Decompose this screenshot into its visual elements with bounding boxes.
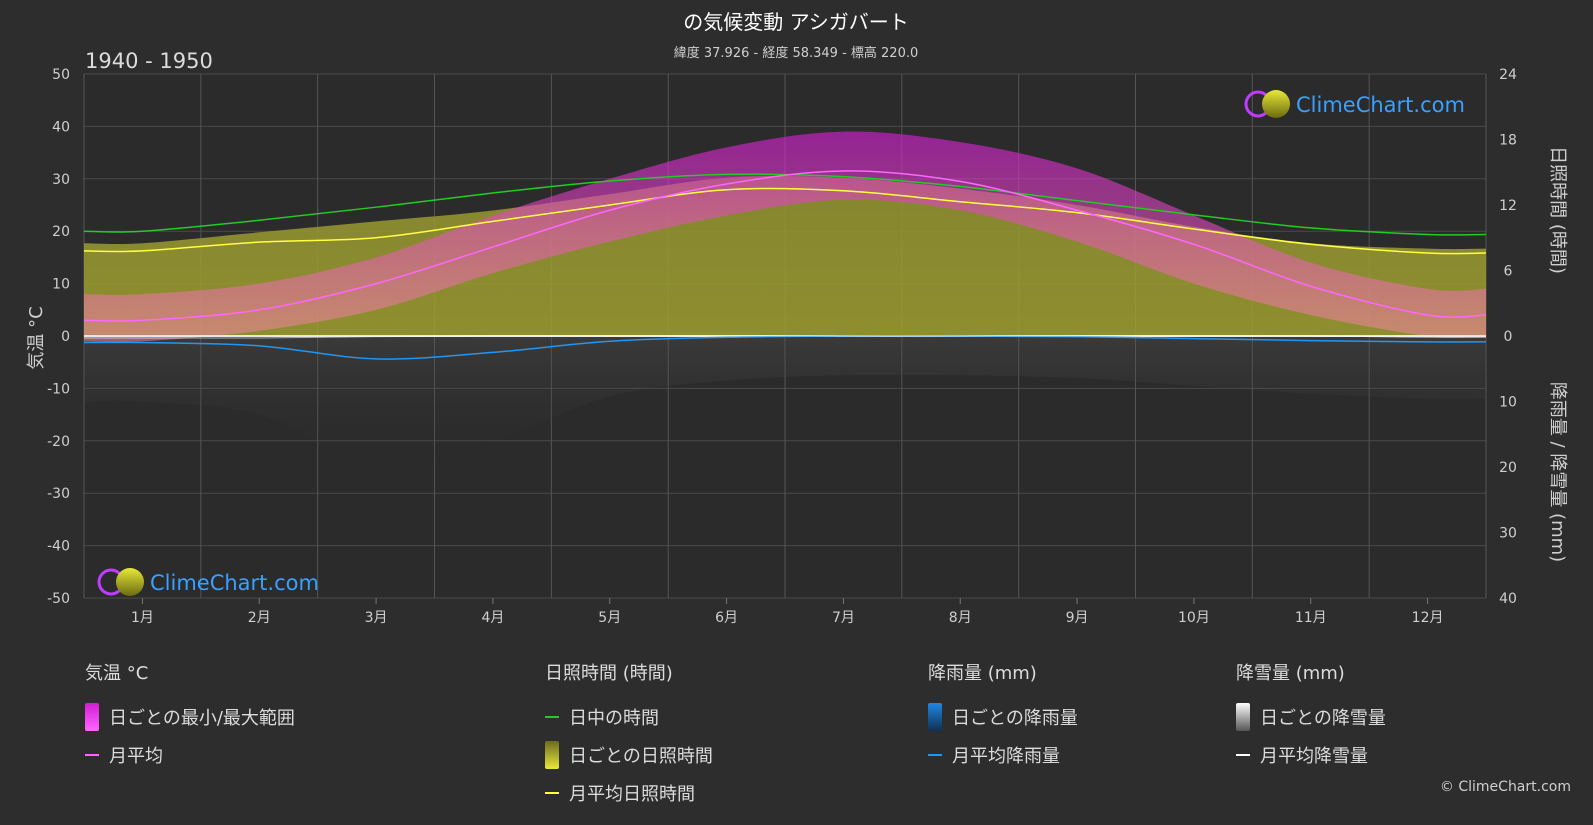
x-tick-label: 7月 <box>832 610 855 626</box>
legend-snow-header: 降雪量 (mm) <box>1236 663 1345 684</box>
brand-name-top: ClimeChart.com <box>1296 93 1465 117</box>
left-tick-label: 10 <box>52 277 70 293</box>
rain-avg-swatch <box>928 754 942 756</box>
left-tick-label: 30 <box>52 172 70 188</box>
legend-item-rain-avg: 月平均降雨量 <box>928 736 1078 774</box>
legend-item-snow-daily: 日ごとの降雪量 <box>1236 698 1386 736</box>
left-tick-label: 40 <box>52 119 70 135</box>
left-tick-label: 50 <box>52 67 70 83</box>
legend-label: 日ごとの日照時間 <box>569 746 713 767</box>
right-top-tick-label: 6 <box>1504 264 1513 280</box>
legend-item-sunshine-avg: 月平均日照時間 <box>545 774 713 812</box>
left-tick-label: -20 <box>47 434 70 450</box>
legend-rain-header: 降雨量 (mm) <box>928 663 1037 684</box>
snow-avg-swatch <box>1236 754 1250 756</box>
right-axis-top-label: 日照時間 (時間) <box>1547 146 1568 274</box>
legend-temp-header: 気温 °C <box>85 663 149 684</box>
legend-label: 日ごとの降雪量 <box>1260 708 1386 729</box>
sunshine-avg-swatch <box>545 792 559 794</box>
left-tick-label: -40 <box>47 539 70 555</box>
right-top-tick-label: 12 <box>1499 198 1517 214</box>
snow-avg-line <box>84 335 1487 339</box>
legend-item-rain-daily: 日ごとの降雨量 <box>928 698 1078 736</box>
left-tick-label: 0 <box>61 329 70 345</box>
axis-ticks: 50 40 30 20 10 0 -10 -20 -30 -40 -50 24 18 12 6 0 10 20 30… <box>47 67 1517 626</box>
snow-daily-swatch <box>1236 703 1250 731</box>
left-tick-label: -30 <box>47 486 70 502</box>
legend-temp: 気温 °C 日ごとの最小/最大範囲 月平均 <box>85 660 295 774</box>
legend-item-sunshine-daily: 日ごとの日照時間 <box>545 736 713 774</box>
right-bottom-tick-label: 40 <box>1499 591 1517 607</box>
rain-snow-daily-area <box>84 336 1486 468</box>
temp-range-swatch <box>85 703 99 731</box>
legend-label: 月平均降雨量 <box>952 746 1060 767</box>
legend-item-daylight: 日中の時間 <box>545 698 713 736</box>
right-top-tick-label: 0 <box>1504 329 1513 345</box>
period-label: 1940 - 1950 <box>85 49 213 73</box>
chart-subtitle: 緯度 37.926 - 経度 58.349 - 標高 220.0 <box>674 45 919 61</box>
x-tick-label: 3月 <box>365 610 388 626</box>
temp-avg-line <box>83 170 1487 322</box>
right-top-tick-label: 18 <box>1499 133 1517 149</box>
right-bottom-tick-label: 30 <box>1499 526 1517 542</box>
left-tick-label: 20 <box>52 224 70 240</box>
legend-label: 日ごとの最小/最大範囲 <box>109 708 295 729</box>
legend-item-snow-avg: 月平均降雪量 <box>1236 736 1386 774</box>
legend-rain: 降雨量 (mm) 日ごとの降雨量 月平均降雨量 <box>928 660 1078 774</box>
x-tick-label: 8月 <box>949 610 972 626</box>
x-tick-label: 12月 <box>1412 610 1444 626</box>
chart-marks <box>83 131 1487 468</box>
x-tick-label: 10月 <box>1178 610 1210 626</box>
legend-snow: 降雪量 (mm) 日ごとの降雪量 月平均降雪量 <box>1236 660 1386 774</box>
legend-item-temp-range: 日ごとの最小/最大範囲 <box>85 698 295 736</box>
legend: 気温 °C 日ごとの最小/最大範囲 月平均 日照時間 (時間) 日中の時間 日ご… <box>0 660 1593 810</box>
logo-sun-icon <box>1262 90 1290 118</box>
brand-name-bottom: ClimeChart.com <box>150 571 319 595</box>
x-tick-label: 5月 <box>598 610 621 626</box>
legend-label: 日中の時間 <box>569 708 659 729</box>
brand-logo-top[interactable]: ClimeChart.com <box>1244 90 1465 118</box>
x-tick-label: 6月 <box>715 610 738 626</box>
legend-item-temp-avg: 月平均 <box>85 736 295 774</box>
daylight-swatch <box>545 716 559 718</box>
rain-daily-swatch <box>928 703 942 731</box>
sunshine-avg-line <box>83 187 1487 255</box>
left-tick-label: -10 <box>47 381 70 397</box>
legend-label: 月平均降雪量 <box>1260 746 1368 767</box>
temp-avg-swatch <box>85 754 99 756</box>
logo-sun-icon <box>116 568 144 596</box>
x-tick-label: 2月 <box>248 610 271 626</box>
legend-label: 月平均 <box>109 746 163 767</box>
right-axis-bottom-label: 降雨量 / 降雪量 (mm) <box>1547 382 1568 562</box>
left-axis-label: 気温 °C <box>26 306 47 369</box>
x-tick-label: 1月 <box>131 610 154 626</box>
x-tick-label: 11月 <box>1295 610 1327 626</box>
right-top-tick-label: 24 <box>1499 67 1517 83</box>
climate-chart: の気候変動 アシガバート 緯度 37.926 - 経度 58.349 - 標高 … <box>26 10 1568 626</box>
temp-range-band <box>84 131 1486 343</box>
legend-sun: 日照時間 (時間) 日中の時間 日ごとの日照時間 月平均日照時間 <box>545 660 713 812</box>
legend-label: 月平均日照時間 <box>569 784 695 805</box>
x-tick-label: 9月 <box>1066 610 1089 626</box>
copyright: © ClimeChart.com <box>1439 779 1571 795</box>
right-bottom-tick-label: 20 <box>1499 460 1517 476</box>
left-tick-label: -50 <box>47 591 70 607</box>
legend-label: 日ごとの降雨量 <box>952 708 1078 729</box>
right-bottom-tick-label: 10 <box>1499 395 1517 411</box>
chart-title: の気候変動 アシガバート <box>683 10 909 34</box>
brand-logo-bottom[interactable]: ClimeChart.com <box>97 568 319 596</box>
legend-sun-header: 日照時間 (時間) <box>545 663 673 684</box>
x-tick-label: 4月 <box>481 610 504 626</box>
sunshine-daily-swatch <box>545 741 559 769</box>
